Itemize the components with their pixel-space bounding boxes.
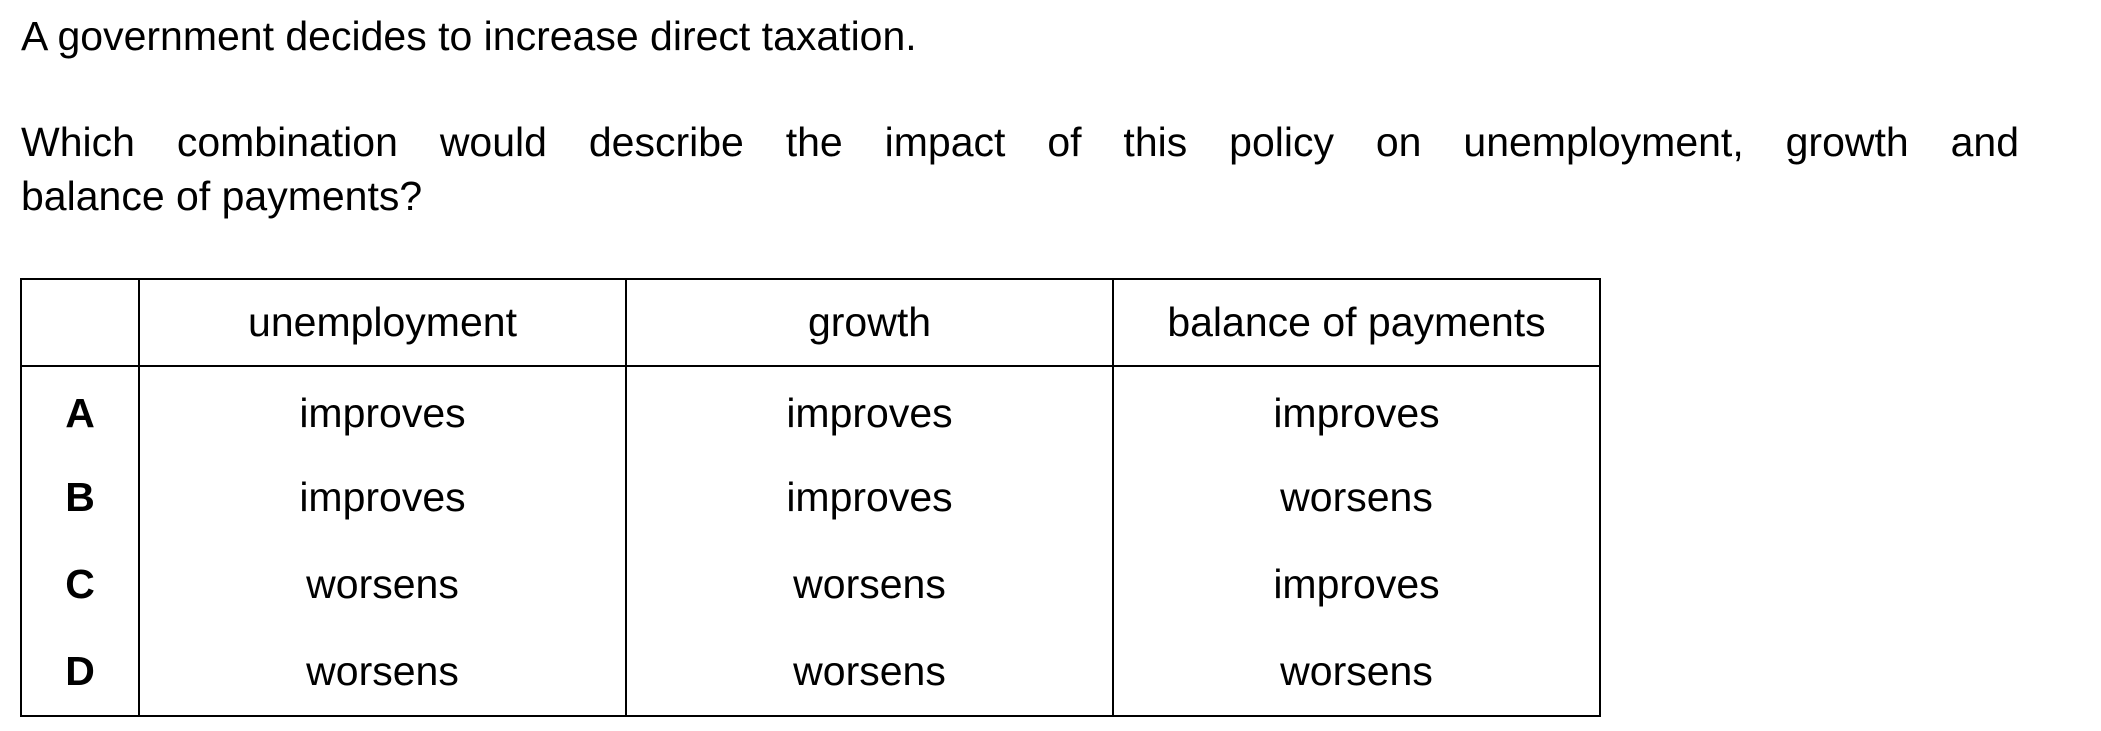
option-letter: A <box>20 366 140 454</box>
option-letter: B <box>20 454 140 541</box>
balance-of-payments-cell: worsens <box>1112 628 1601 717</box>
unemployment-cell: worsens <box>138 628 627 717</box>
table-row: A improves improves improves <box>20 366 1601 454</box>
table-row: C worsens worsens improves <box>20 541 1601 628</box>
unemployment-cell: improves <box>138 454 627 541</box>
growth-cell: worsens <box>625 541 1114 628</box>
growth-cell: improves <box>625 454 1114 541</box>
header-balance-of-payments: balance of payments <box>1112 278 1601 367</box>
growth-cell: worsens <box>625 628 1114 717</box>
balance-of-payments-cell: improves <box>1112 541 1601 628</box>
balance-of-payments-cell: worsens <box>1112 454 1601 541</box>
option-letter: D <box>20 628 140 717</box>
question-prompt-line-1: Which combination would describe the imp… <box>21 119 2019 165</box>
option-letter: C <box>20 541 140 628</box>
table-row: D worsens worsens worsens <box>20 628 1601 717</box>
header-unemployment: unemployment <box>138 278 627 367</box>
table-header-row: unemployment growth balance of payments <box>20 278 1601 367</box>
table-row: B improves improves worsens <box>20 454 1601 541</box>
question-intro: A government decides to increase direct … <box>21 13 917 59</box>
growth-cell: improves <box>625 366 1114 454</box>
unemployment-cell: improves <box>138 366 627 454</box>
header-growth: growth <box>625 278 1114 367</box>
header-option-cell <box>20 278 140 367</box>
unemployment-cell: worsens <box>138 541 627 628</box>
balance-of-payments-cell: improves <box>1112 366 1601 454</box>
answer-options-table: unemployment growth balance of payments … <box>20 278 1601 717</box>
question-prompt-line-2: balance of payments? <box>21 173 423 219</box>
